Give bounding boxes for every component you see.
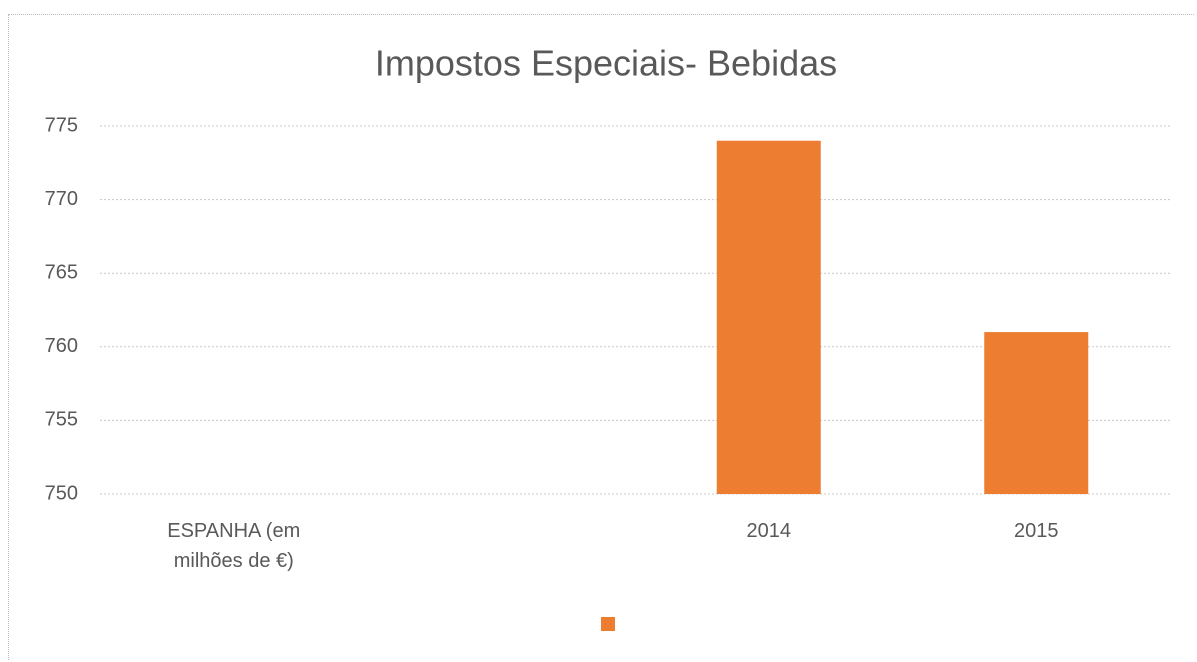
x-tick-label: ESPANHA (em milhões de €) [167,520,301,572]
y-tick-label: 770 [45,188,78,210]
legend-marker [601,617,615,631]
x-tick-label: 2014 [746,520,792,542]
x-tick-label: 2015 [1014,520,1059,542]
y-tick-label: 765 [45,261,78,283]
y-tick-label: 755 [45,409,78,431]
bar [716,140,821,494]
chart-border [8,14,1194,660]
y-tick-label: 750 [45,482,78,504]
y-tick-label: 775 [45,114,78,136]
y-tick-label: 760 [45,335,78,357]
chart-title: Impostos Especiais- Bebidas [375,43,837,84]
bar [984,332,1089,494]
